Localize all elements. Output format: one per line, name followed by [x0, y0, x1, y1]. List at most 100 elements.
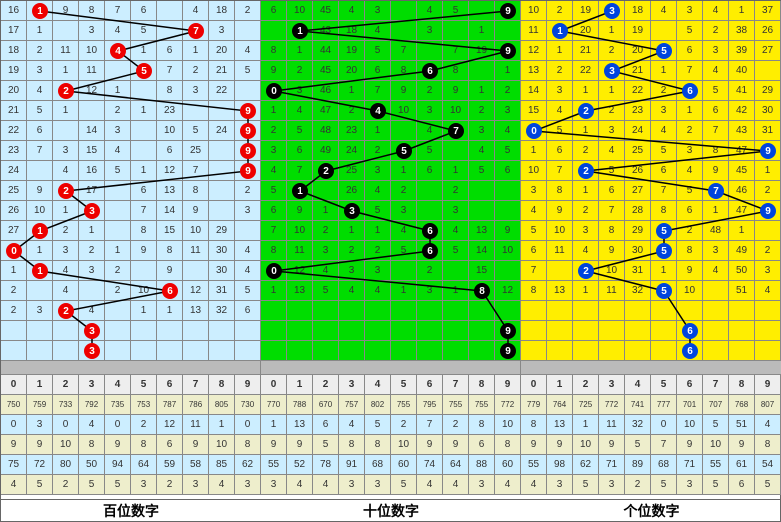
- stat-cell: 60: [495, 455, 521, 475]
- grid-cell: 10: [391, 101, 417, 121]
- stat-cell: 725: [573, 395, 599, 415]
- stat-cell: 55: [703, 455, 729, 475]
- grid-cell: 5: [469, 161, 495, 181]
- grid-cell: 5: [131, 21, 157, 41]
- stat-cell: 741: [625, 395, 651, 415]
- grid-cell: 5: [183, 121, 209, 141]
- stat-cell: 3: [261, 475, 287, 495]
- stat-cell: 2: [131, 415, 157, 435]
- stat-cell: 4: [209, 475, 235, 495]
- grid-cell: 6: [157, 141, 183, 161]
- grid-cell: 5: [27, 101, 53, 121]
- grid-cell: 5: [261, 181, 287, 201]
- grid-cell: 9: [261, 61, 287, 81]
- grid-cell: [547, 301, 573, 321]
- stat-cell: 4: [1, 475, 27, 495]
- grid-cell: 10: [287, 221, 313, 241]
- digit-header: 4: [105, 375, 131, 395]
- grid-cell: [729, 341, 755, 361]
- digit-header: 2: [53, 375, 79, 395]
- grid-cell: 18: [209, 1, 235, 21]
- grid-cell: 1: [547, 41, 573, 61]
- grid-cell: 9: [131, 241, 157, 261]
- grid-cell: [625, 341, 651, 361]
- grid-cell: 10: [79, 41, 105, 61]
- grid-cell: 30: [625, 241, 651, 261]
- stat-cell: 3: [27, 415, 53, 435]
- grid-cell: 51: [729, 281, 755, 301]
- stat-cell: 707: [703, 395, 729, 415]
- grid-cell: 2: [235, 181, 261, 201]
- lottery-ball: 6: [422, 243, 438, 259]
- panel-label-1: 十位数字: [261, 499, 521, 521]
- panel-label-0: 百位数字: [1, 499, 261, 521]
- lottery-ball: 0: [266, 83, 282, 99]
- grid-cell: 10: [547, 221, 573, 241]
- grid-cell: 44: [313, 41, 339, 61]
- grid-cell: 3: [79, 21, 105, 41]
- grid-cell: [703, 281, 729, 301]
- grid-cell: 1: [651, 261, 677, 281]
- grid-cell: 3: [573, 221, 599, 241]
- grid-cell: 7: [703, 121, 729, 141]
- grid-cell: [1, 341, 27, 361]
- lottery-ball: 6: [422, 63, 438, 79]
- grid-cell: [599, 301, 625, 321]
- grid-cell: 43: [729, 121, 755, 141]
- digit-header: 6: [157, 375, 183, 395]
- grid-cell: [235, 21, 261, 41]
- grid-cell: 10: [157, 121, 183, 141]
- stat-cell: 4: [521, 475, 547, 495]
- grid-cell: 5: [547, 121, 573, 141]
- grid-cell: 4: [235, 241, 261, 261]
- grid-cell: 4: [53, 161, 79, 181]
- grid-cell: 17: [79, 181, 105, 201]
- grid-cell: 19: [339, 41, 365, 61]
- grid-cell: [417, 321, 443, 341]
- stat-cell: 9: [677, 435, 703, 455]
- grid-cell: 4: [339, 1, 365, 21]
- grid-cell: [703, 321, 729, 341]
- stat-cell: 2: [157, 475, 183, 495]
- grid-cell: 41: [729, 81, 755, 101]
- grid-cell: 7: [599, 201, 625, 221]
- grid-cell: 12: [157, 161, 183, 181]
- grid-cell: 23: [625, 101, 651, 121]
- grid-cell: 47: [313, 101, 339, 121]
- digit-header: 6: [677, 375, 703, 395]
- grid-cell: 19: [573, 1, 599, 21]
- grid-cell: [443, 341, 469, 361]
- grid-cell: [365, 341, 391, 361]
- grid-cell: 2: [1, 301, 27, 321]
- grid-cell: 1: [53, 201, 79, 221]
- grid-cell: [755, 61, 781, 81]
- grid-cell: 3: [261, 141, 287, 161]
- grid-cell: [27, 321, 53, 341]
- grid-cell: 3: [547, 81, 573, 101]
- digit-header: 0: [1, 375, 27, 395]
- grid-cell: 4: [27, 81, 53, 101]
- grid-cell: 21: [625, 61, 651, 81]
- grid-cell: [105, 341, 131, 361]
- stat-cell: 6: [157, 435, 183, 455]
- grid-cell: 4: [235, 261, 261, 281]
- grid-cell: 26: [625, 161, 651, 181]
- stat-cell: 5: [625, 435, 651, 455]
- grid-cell: [417, 301, 443, 321]
- grid-cell: [79, 281, 105, 301]
- stat-cell: 85: [209, 455, 235, 475]
- digit-header: 9: [495, 375, 521, 395]
- grid-cell: 6: [261, 201, 287, 221]
- grid-cell: 4: [573, 241, 599, 261]
- stat-cell: 61: [729, 455, 755, 475]
- grid-cell: 29: [209, 221, 235, 241]
- grid-cell: 9: [495, 221, 521, 241]
- grid-cell: 1: [53, 61, 79, 81]
- grid-cell: 9: [599, 241, 625, 261]
- stat-cell: 64: [131, 455, 157, 475]
- stat-cell: 10: [677, 415, 703, 435]
- grid-cell: 4: [79, 301, 105, 321]
- grid-cell: [131, 121, 157, 141]
- grid-cell: [27, 341, 53, 361]
- grid-cell: 48: [313, 121, 339, 141]
